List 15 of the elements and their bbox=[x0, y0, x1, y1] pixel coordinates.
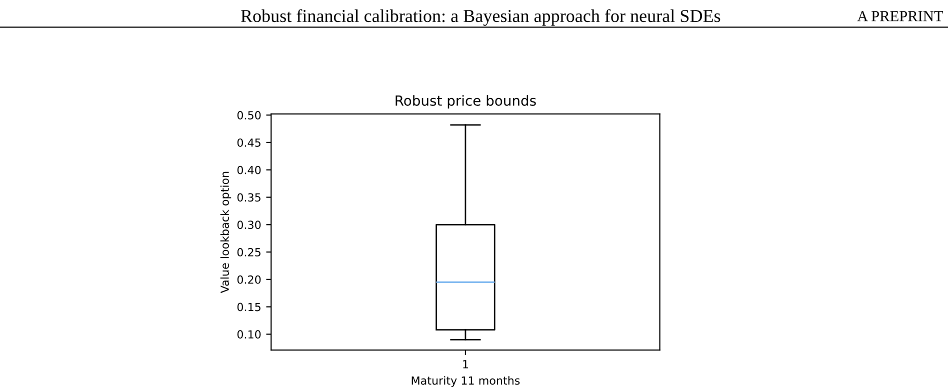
y-tick-label: 0.50 bbox=[237, 111, 261, 120]
chart-title: Robust price bounds bbox=[396, 95, 536, 109]
y-tick-label: 0.35 bbox=[237, 193, 260, 202]
y-axis-title: Value lookback option bbox=[220, 172, 232, 294]
text: Robust financial calibration: a Bayesian approach for neural SDEs bbox=[240, 9, 720, 26]
y-tick-label: 0.10 bbox=[237, 330, 261, 339]
y-tick-label: 0.25 bbox=[237, 248, 260, 256]
y-tick-label: 0.15 bbox=[237, 302, 260, 312]
text: A PREPRINT bbox=[857, 11, 944, 22]
y-tick-label: 0.20 bbox=[237, 275, 261, 284]
y-tick-label: 0.30 bbox=[237, 220, 261, 230]
y-tick-label: 0.45 bbox=[237, 138, 260, 147]
x-axis-title: Maturity 11 months bbox=[412, 376, 520, 387]
x-tick-label: 1 bbox=[463, 360, 468, 368]
y-tick-label: 0.40 bbox=[237, 166, 261, 174]
